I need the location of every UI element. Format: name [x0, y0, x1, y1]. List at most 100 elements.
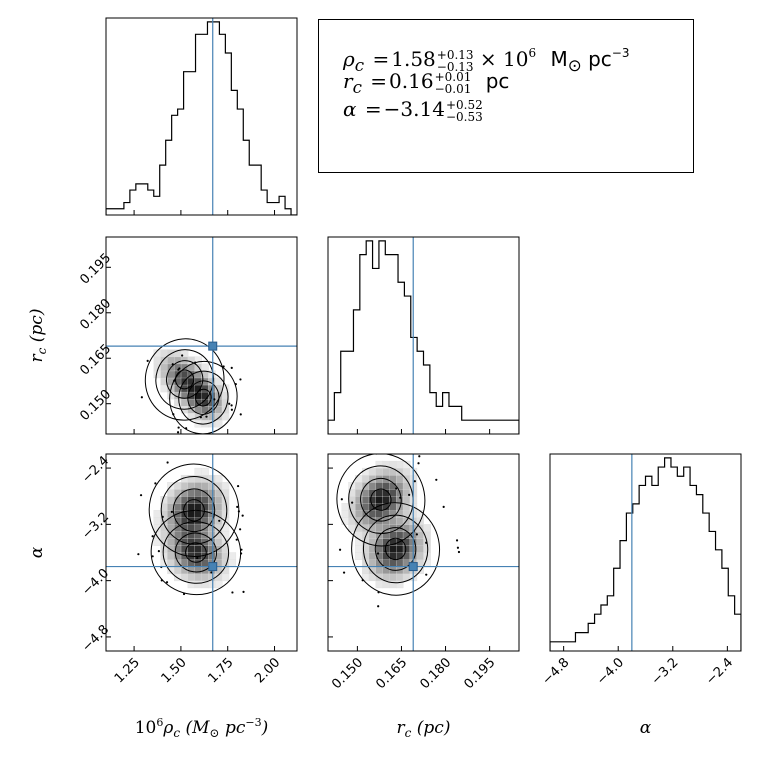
density-cell — [201, 496, 209, 504]
x-tick-label-rc: 0.180 — [417, 655, 454, 692]
density-cell — [194, 503, 202, 511]
density-cell — [396, 510, 404, 518]
density-cell — [361, 552, 370, 560]
x-tick-label-rc: 0.150 — [329, 655, 366, 692]
contour-level-4 — [351, 502, 441, 596]
density-cell — [194, 356, 202, 365]
sample-point — [376, 552, 380, 555]
density-cell — [368, 496, 377, 504]
sample-point — [199, 416, 202, 419]
sample-point — [415, 533, 418, 536]
density-cell — [416, 559, 424, 568]
density-cell — [221, 503, 230, 511]
density-cell — [382, 524, 390, 532]
density-cell — [174, 481, 182, 490]
density-cell — [214, 503, 223, 511]
x-tick-label-rho: 1.75 — [205, 655, 236, 686]
histogram-step-rc — [328, 240, 519, 434]
sample-point — [235, 538, 238, 541]
density-cell — [208, 412, 216, 421]
density-cell — [361, 517, 370, 525]
sample-point — [413, 480, 416, 483]
panel-frame — [549, 453, 742, 652]
density-cell — [375, 467, 384, 476]
y-tick-label-alpha: −3.2 — [79, 510, 112, 543]
density-cell — [423, 524, 431, 532]
contour-level-3 — [348, 465, 414, 534]
contour-level-1 — [185, 542, 207, 563]
sample-point — [231, 591, 234, 594]
density-cell — [180, 559, 189, 568]
y-tick-label-alpha: −4.0 — [79, 566, 112, 599]
x-tick-label-rc: 0.165 — [373, 655, 410, 692]
density-cell — [396, 517, 404, 525]
density-cell — [396, 474, 404, 483]
sample-point — [338, 548, 342, 551]
density-cell — [389, 467, 397, 476]
sample-point — [213, 398, 216, 401]
x-tick-label-alpha: −4.8 — [540, 655, 573, 688]
density-cell — [361, 489, 370, 497]
sample-point — [157, 550, 160, 553]
density-cell — [416, 552, 424, 560]
sample-point — [187, 435, 189, 437]
sample-point — [240, 548, 243, 551]
density-cell — [180, 481, 189, 490]
contour-level-3 — [160, 475, 228, 545]
sample-point — [218, 519, 221, 522]
sample-point — [457, 550, 461, 554]
panel-frame — [327, 453, 520, 652]
density-cell — [214, 489, 223, 497]
contour-level-2 — [187, 380, 220, 415]
density-cell — [160, 363, 168, 372]
summary-rho: ρc = 1.58 +0.13 −0.13 × 106 M⊙ pc−3 — [343, 46, 630, 75]
density-cell — [396, 545, 404, 553]
density-cell — [375, 545, 384, 553]
sample-point — [181, 354, 184, 357]
density-cell — [355, 545, 363, 553]
density-cell — [214, 538, 223, 546]
density-cell — [423, 545, 431, 553]
density-cell — [341, 510, 349, 518]
contour-level-1 — [195, 388, 212, 407]
sample-point — [185, 427, 188, 430]
density-cell — [221, 412, 230, 421]
marginal-rho — [105, 17, 298, 216]
sample-point — [139, 494, 143, 497]
sample-point — [237, 510, 240, 513]
density-cell — [167, 538, 175, 546]
density-cell — [194, 510, 202, 518]
density-cell — [221, 510, 230, 518]
density-cell — [194, 538, 202, 546]
x-axis-label-rho: 106ρc (M⊙ pc−3) — [135, 716, 269, 740]
density-cell — [389, 559, 397, 568]
sample-point — [166, 461, 169, 464]
density-cell — [201, 467, 209, 476]
sample-point — [242, 590, 245, 593]
density-cell — [389, 510, 397, 518]
joint-rc-vs-rho — [105, 236, 298, 437]
density-cell — [180, 370, 189, 379]
density-cell — [361, 566, 370, 575]
sample-point — [151, 555, 154, 558]
y-tick-label-rc: 0.180 — [77, 296, 114, 333]
density-cell — [402, 460, 411, 469]
density-cell — [167, 356, 175, 365]
density-cell — [389, 573, 397, 582]
marginal-rc — [327, 236, 520, 435]
sample-point — [399, 496, 402, 499]
sample-point — [140, 396, 143, 399]
sample-point — [236, 505, 239, 508]
sample-point — [210, 571, 213, 574]
sample-point — [170, 510, 173, 513]
density-cell — [375, 460, 384, 469]
truth-marker — [208, 562, 218, 572]
density-cell — [214, 377, 223, 386]
marginal-alpha — [549, 453, 742, 652]
x-tick-label-alpha: −3.2 — [649, 655, 682, 688]
y-axis-label-alpha: α — [27, 546, 47, 558]
sample-point — [230, 366, 233, 369]
sample-point — [404, 436, 406, 438]
density-cell — [396, 460, 404, 469]
panel-frame — [327, 236, 520, 435]
